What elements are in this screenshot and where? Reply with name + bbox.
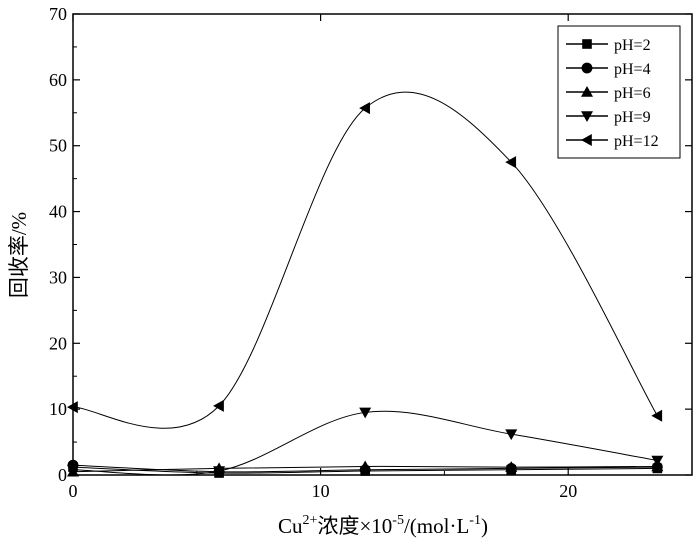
y-tick-label: 50 [49,136,67,156]
x-label-base: Cu [278,514,303,538]
data-point-s3-0 [67,464,79,476]
x-label-unit-exponent: -1 [469,513,481,528]
y-tick-label: 0 [58,465,67,485]
y-tick-label: 40 [49,202,67,222]
legend-marker [581,62,593,74]
x-tick-label: 10 [312,481,330,501]
legend-label: pH=2 [614,37,651,54]
data-point-s4-3 [505,156,517,169]
data-point-s3-3 [505,429,518,441]
x-tick-label: 0 [69,481,78,501]
legend-marker [581,86,593,97]
y-axis: 0 10 20 30 40 50 60 70 [49,4,692,485]
y-tick-label: 10 [49,399,67,419]
legend-label: pH=6 [614,85,651,102]
x-label-unit-close: ) [481,514,488,538]
x-label-ion-charge: 2+ [303,513,318,528]
legend-label: pH=4 [614,61,651,78]
legend-label: pH=9 [614,109,651,126]
x-label-exponent: -5 [392,513,404,528]
data-point-s3-2 [359,407,372,419]
data-point-s2-2 [359,460,372,472]
legend: pH=2 pH=4 pH=6 pH=9 pH=12 [557,25,681,159]
legend-label: pH=12 [614,133,659,150]
legend-marker [581,111,593,122]
x-label-unit-open: /(mol·L [404,514,469,538]
data-point-s4-0 [67,401,78,414]
y-tick-label: 70 [49,4,67,24]
data-point-s2-3 [505,461,518,472]
data-point-s4-4 [651,409,663,422]
data-point-s3-1 [213,466,226,478]
x-axis: 0 10 20 [69,14,577,501]
x-tick-label: 20 [559,481,577,501]
data-point-s4-1 [213,399,224,412]
x-axis-label: Cu2+浓度×10-5/(mol·L-1) [278,513,488,538]
legend-marker [582,39,592,49]
series-markers [67,102,664,478]
data-point-s3-4 [651,455,664,467]
y-tick-label: 30 [49,267,67,287]
y-tick-label: 60 [49,70,67,90]
data-point-s4-2 [359,102,370,115]
y-axis-label: 回收率/% [7,212,31,298]
x-label-middle: 浓度×10 [317,514,392,538]
legend-marker [581,134,592,146]
y-tick-label: 20 [49,333,67,353]
